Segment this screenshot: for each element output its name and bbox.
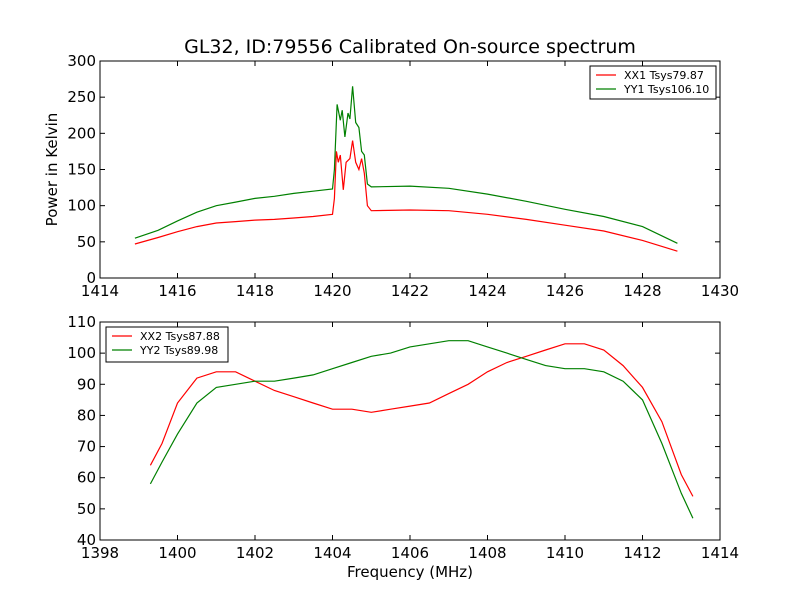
x-tick-label: 1410 bbox=[546, 544, 584, 562]
x-tick-label: 1416 bbox=[158, 282, 196, 300]
x-tick-label: 1406 bbox=[391, 544, 429, 562]
y-tick-label: 300 bbox=[67, 52, 96, 70]
bottom-panel: 1398 1400 1402 1404 1406 1408 1410 1412 1414 40 50… bbox=[67, 313, 739, 581]
y-tick-label: 100 bbox=[67, 197, 96, 215]
top-panel: 1414 1416 1418 1420 1422 1424 1426 1428 1430 0 50 1… bbox=[43, 52, 739, 300]
legend-label: XX2 Tsys87.88 bbox=[140, 330, 220, 343]
x-tick-label: 1414 bbox=[81, 282, 119, 300]
y-tick-label: 90 bbox=[77, 375, 96, 393]
y-tick-label: 50 bbox=[77, 233, 96, 251]
series-line-xx bbox=[149, 343, 694, 497]
y-tick-label: 70 bbox=[77, 438, 96, 456]
y-tick-label: 50 bbox=[77, 500, 96, 518]
series-line-xx bbox=[134, 140, 678, 252]
y-tick-label: 150 bbox=[67, 161, 96, 179]
legend-box bbox=[105, 326, 229, 363]
x-tick-label: 1404 bbox=[313, 544, 351, 562]
x-axis-label: Frequency (MHz) bbox=[347, 563, 473, 581]
legend-box bbox=[589, 65, 717, 100]
y-tick-label: 200 bbox=[67, 124, 96, 142]
x-tick-label: 1414 bbox=[701, 544, 739, 562]
x-tick-label: 1400 bbox=[158, 544, 196, 562]
x-tick-label: 1418 bbox=[236, 282, 274, 300]
y-tick-label: 110 bbox=[67, 313, 96, 331]
y-tick-label: 100 bbox=[67, 344, 96, 362]
chart-title: GL32, ID:79556 Calibrated On-source spec… bbox=[184, 36, 636, 58]
y-axis-label: Power in Kelvin bbox=[43, 113, 61, 227]
x-tick-label: 1428 bbox=[623, 282, 661, 300]
x-tick-label: 1424 bbox=[468, 282, 506, 300]
y-tick-label: 250 bbox=[67, 88, 96, 106]
x-tick-label: 1422 bbox=[391, 282, 429, 300]
x-tick-label: 1426 bbox=[546, 282, 584, 300]
y-tick-label: 40 bbox=[77, 531, 96, 549]
x-tick-label: 1398 bbox=[81, 544, 119, 562]
y-tick-label: 60 bbox=[77, 469, 96, 487]
series-line-yy bbox=[149, 340, 694, 519]
x-tick-label: 1420 bbox=[313, 282, 351, 300]
x-tick-label: 1412 bbox=[623, 544, 661, 562]
legend-label: XX1 Tsys79.87 bbox=[624, 69, 704, 82]
x-tick-label: 1408 bbox=[468, 544, 506, 562]
legend-label: YY2 Tsys89.98 bbox=[139, 344, 218, 357]
x-tick-label: 1402 bbox=[236, 544, 274, 562]
legend-label: YY1 Tsys106.10 bbox=[623, 83, 709, 96]
series-line-yy bbox=[134, 86, 678, 244]
x-tick-label: 1430 bbox=[701, 282, 739, 300]
y-tick-label: 80 bbox=[77, 406, 96, 424]
y-tick-label: 0 bbox=[86, 269, 96, 287]
